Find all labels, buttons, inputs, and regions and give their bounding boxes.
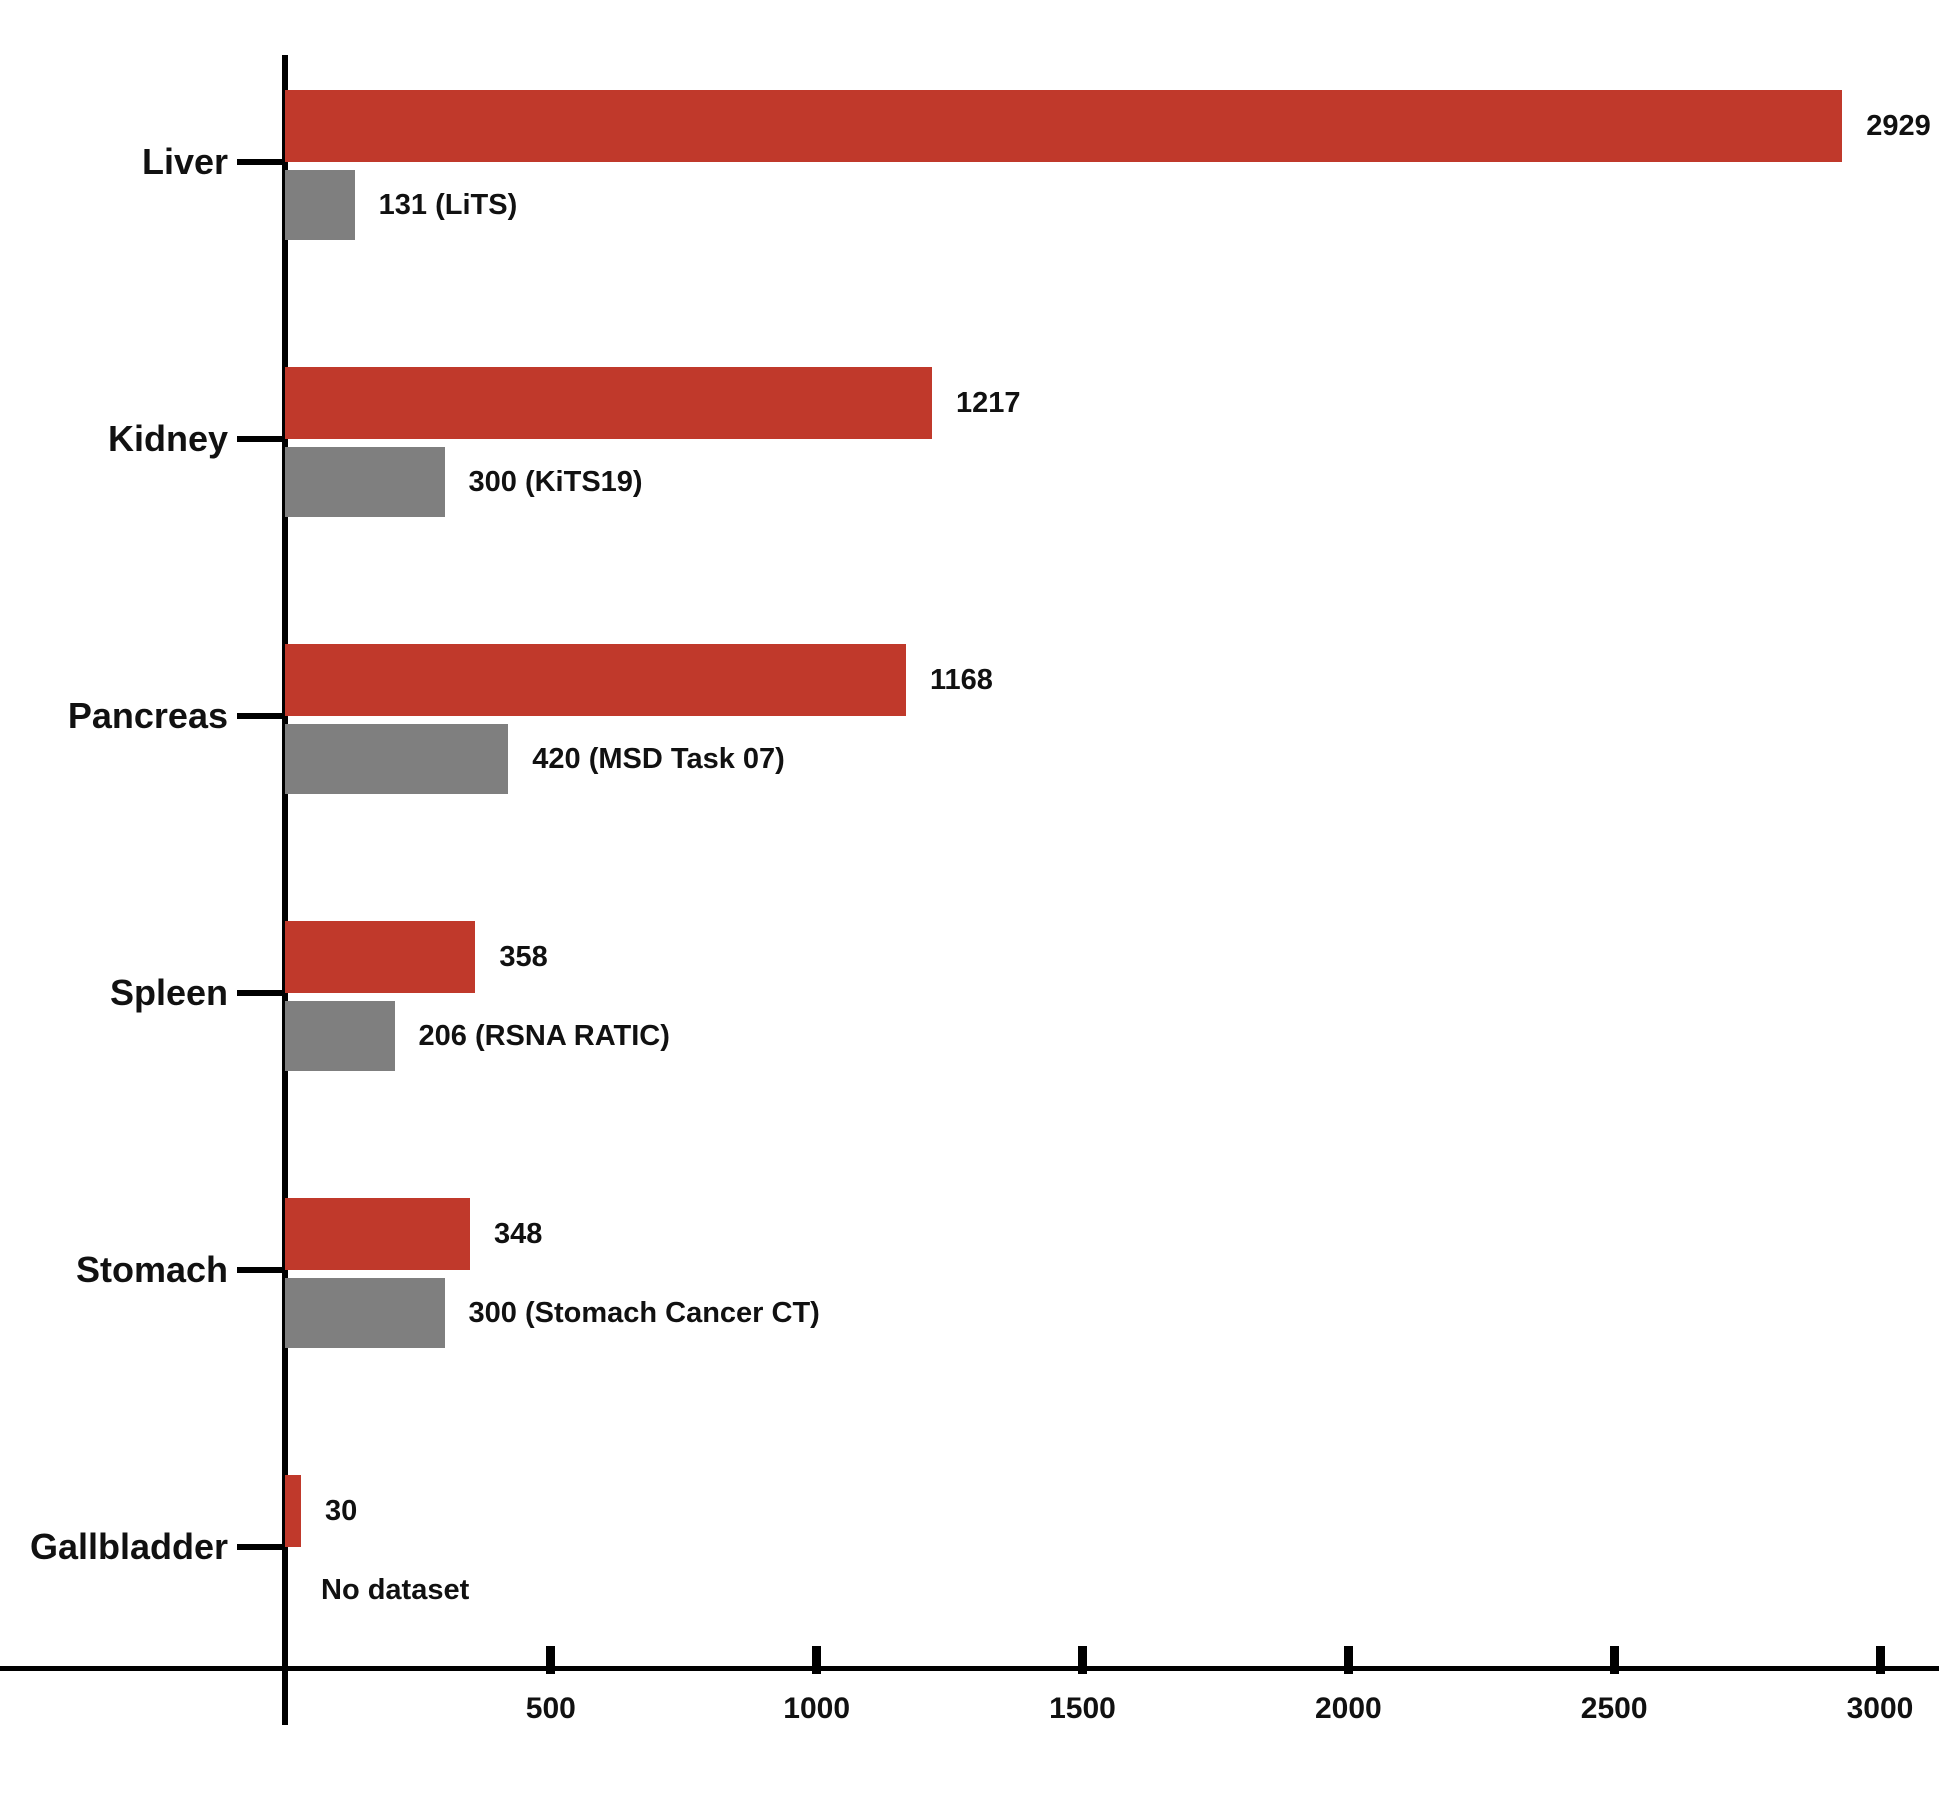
stomach-red-bar bbox=[285, 1198, 471, 1270]
spleen-category-label: Spleen bbox=[109, 972, 228, 1013]
gallbladder-category-label: Gallbladder bbox=[29, 1526, 228, 1567]
gallbladder-gray-value-label: No dataset bbox=[321, 1574, 470, 1606]
x-tick-1000 bbox=[812, 1646, 822, 1674]
x-tick-2500 bbox=[1609, 1646, 1619, 1674]
stomach-gray-value-label: 300 (Stomach Cancer CT) bbox=[468, 1297, 820, 1329]
x-axis-line bbox=[0, 1666, 1939, 1671]
x-tick-label-2500: 2500 bbox=[1580, 1692, 1648, 1725]
pancreas-gray-bar bbox=[285, 724, 509, 794]
liver-gray-bar bbox=[285, 170, 355, 240]
pancreas-red-bar bbox=[285, 644, 906, 716]
pancreas-axis-tick bbox=[237, 713, 285, 719]
spleen-red-bar bbox=[285, 921, 476, 993]
stomach-red-value-label: 348 bbox=[494, 1218, 543, 1250]
spleen-axis-tick bbox=[237, 990, 285, 996]
spleen-gray-value-label: 206 (RSNA RATIC) bbox=[418, 1020, 670, 1052]
stomach-axis-tick bbox=[237, 1267, 285, 1273]
stomach-gray-bar bbox=[285, 1278, 445, 1348]
x-tick-label-1500: 1500 bbox=[1049, 1692, 1116, 1725]
x-tick-2000 bbox=[1343, 1646, 1353, 1674]
x-tick-500 bbox=[546, 1646, 556, 1674]
liver-red-bar bbox=[285, 90, 1843, 162]
kidney-category-label: Kidney bbox=[107, 418, 228, 459]
gallbladder-red-bar bbox=[285, 1475, 301, 1547]
y-axis-line bbox=[282, 55, 288, 1725]
liver-gray-value-label: 131 (LiTS) bbox=[378, 189, 518, 221]
kidney-red-bar bbox=[285, 367, 933, 439]
kidney-gray-bar bbox=[285, 447, 445, 517]
x-tick-label-500: 500 bbox=[525, 1692, 576, 1725]
liver-axis-tick bbox=[237, 159, 285, 165]
x-tick-label-2000: 2000 bbox=[1314, 1692, 1382, 1725]
x-tick-label-3000: 3000 bbox=[1846, 1692, 1914, 1725]
spleen-red-value-label: 358 bbox=[499, 941, 548, 973]
x-tick-1500 bbox=[1078, 1646, 1087, 1674]
liver-red-value-label: 2929 bbox=[1866, 110, 1931, 142]
x-tick-3000 bbox=[1875, 1646, 1885, 1674]
pancreas-category-label: Pancreas bbox=[67, 695, 228, 736]
kidney-red-value-label: 1217 bbox=[956, 387, 1021, 419]
liver-category-label: Liver bbox=[141, 141, 228, 182]
kidney-axis-tick bbox=[237, 436, 285, 442]
kidney-gray-value-label: 300 (KiTS19) bbox=[468, 466, 643, 498]
gallbladder-axis-tick bbox=[237, 1544, 285, 1550]
x-tick-label-1000: 1000 bbox=[783, 1692, 851, 1725]
gallbladder-red-value-label: 30 bbox=[324, 1495, 358, 1527]
pancreas-gray-value-label: 420 (MSD Task 07) bbox=[532, 743, 785, 775]
pancreas-red-value-label: 1168 bbox=[929, 664, 993, 696]
spleen-gray-bar bbox=[285, 1001, 395, 1071]
stomach-category-label: Stomach bbox=[75, 1249, 228, 1290]
